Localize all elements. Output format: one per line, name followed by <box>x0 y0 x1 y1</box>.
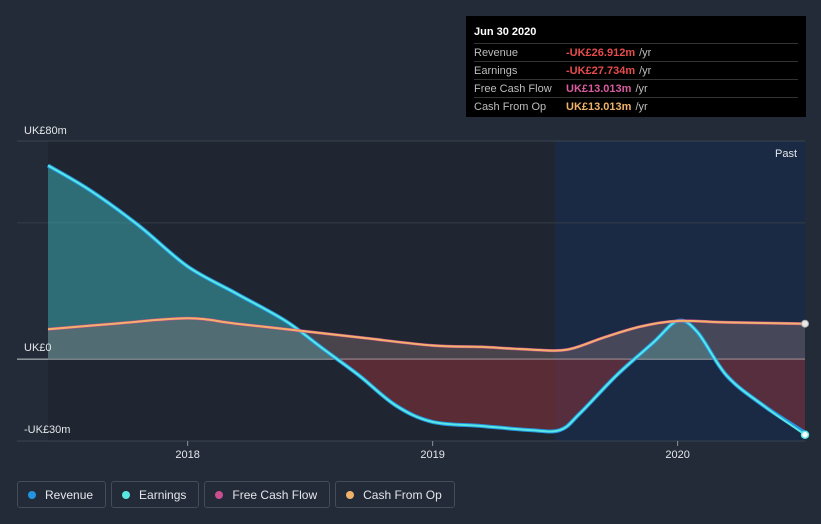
legend-item-earnings[interactable]: Earnings <box>111 481 200 508</box>
tooltip-row-value: UK£13.013m <box>566 100 632 113</box>
legend-dot-icon <box>122 490 131 499</box>
series-areas <box>48 165 805 435</box>
earnings-area-negative <box>48 359 805 435</box>
y-label-bottom: -UK£30m <box>24 424 70 436</box>
legend-dot-icon <box>28 490 36 499</box>
tooltip-date: Jun 30 2020 <box>474 26 537 38</box>
earnings-line <box>47 164 806 436</box>
series-lines <box>46 163 810 439</box>
legend-label: Revenue <box>45 487 94 502</box>
tooltip-row: Revenue -UK£26.912m/yr <box>474 43 798 61</box>
tooltip-row-value: -UK£26.912m <box>566 46 636 59</box>
tooltip-row: Earnings -UK£27.734m/yr <box>474 61 798 79</box>
x-tick-label-2020: 2020 <box>665 449 689 461</box>
past-label: Past <box>775 148 797 160</box>
legend-label: Cash From Op <box>363 487 442 502</box>
tooltip-row-unit: /yr <box>639 46 652 59</box>
legend-label: Earnings <box>139 487 187 502</box>
tooltip-row-value: UK£13.013m <box>566 82 632 95</box>
axis-labels: UK£80m UK£0 -UK£30m Past 2018 2019 2020 <box>24 125 797 461</box>
tooltip-row-label: Free Cash Flow <box>474 82 552 95</box>
cash-from-op-end-marker <box>801 319 809 328</box>
legend-dot-icon <box>346 490 355 499</box>
legend: Revenue Earnings Free Cash Flow Cash From O… <box>17 481 455 508</box>
legend-item-revenue[interactable]: Revenue <box>17 481 107 508</box>
legend-item-free-cash-flow[interactable]: Free Cash Flow <box>204 481 331 508</box>
earnings-end-marker <box>800 430 810 439</box>
tooltip-row-unit: /yr <box>635 100 648 113</box>
cash-from-op-line <box>47 317 806 352</box>
tooltip-row-value: -UK£27.734m <box>566 64 636 77</box>
tooltip-row-unit: /yr <box>639 64 652 77</box>
legend-label: Free Cash Flow <box>232 487 318 502</box>
legend-dot-icon <box>215 490 224 499</box>
tooltip: Jun 30 2020 Revenue -UK£26.912m/yr Earning… <box>466 16 806 117</box>
tooltip-row-unit: /yr <box>635 82 648 95</box>
tooltip-row: Cash From Op UK£13.013m/yr <box>474 97 798 115</box>
cfo-area-positive <box>48 318 805 360</box>
y-label-zero: UK£0 <box>24 342 52 354</box>
tooltip-row-label: Earnings <box>474 64 518 77</box>
x-tick-label-2019: 2019 <box>420 449 444 461</box>
legend-item-cash-from-op[interactable]: Cash From Op <box>335 481 455 508</box>
tooltip-row-label: Cash From Op <box>474 100 547 113</box>
earnings-area-positive <box>48 165 715 360</box>
tooltip-row: Free Cash Flow UK£13.013m/yr <box>474 79 798 97</box>
x-tick-label-2018: 2018 <box>175 449 199 461</box>
y-label-top: UK£80m <box>24 125 67 137</box>
tooltip-row-label: Revenue <box>474 46 519 59</box>
